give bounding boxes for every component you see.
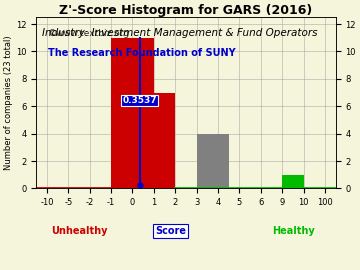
Text: Unhealthy: Unhealthy (51, 226, 108, 236)
Bar (282, 175, 303, 188)
Title: Z'-Score Histogram for GARS (2016): Z'-Score Histogram for GARS (2016) (59, 4, 312, 17)
Bar (197, 134, 229, 188)
Text: Score: Score (156, 226, 186, 236)
Bar (154, 93, 175, 188)
Text: Healthy: Healthy (272, 226, 315, 236)
Text: ©www.textbiz.org: ©www.textbiz.org (48, 29, 130, 38)
Y-axis label: Number of companies (23 total): Number of companies (23 total) (4, 36, 13, 170)
Text: Industry: Investment Management & Fund Operators: Industry: Investment Management & Fund O… (42, 28, 318, 38)
Bar (111, 38, 154, 188)
Text: 0.3537: 0.3537 (122, 96, 157, 105)
Text: The Research Foundation of SUNY: The Research Foundation of SUNY (48, 48, 236, 58)
